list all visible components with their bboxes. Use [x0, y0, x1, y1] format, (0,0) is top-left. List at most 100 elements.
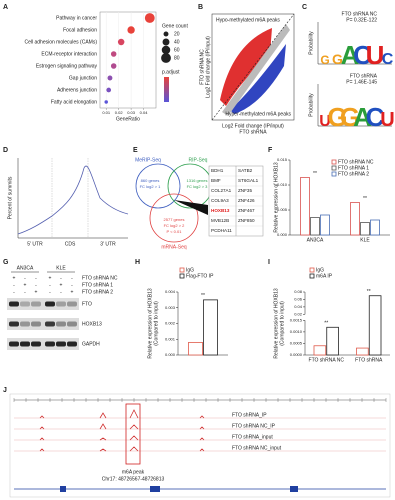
y-axis-label: Probability: [308, 93, 314, 117]
blot-band: [31, 301, 41, 307]
sign: -: [71, 275, 73, 281]
category-label: Estrogen signaling pathway: [36, 63, 98, 69]
diagonal: [211, 13, 295, 121]
legend-swatch: [179, 267, 185, 273]
bar: [360, 222, 370, 236]
logo-letter: A: [353, 102, 372, 132]
gene-name: ZNF426: [238, 198, 255, 203]
logo-letter: C: [366, 102, 385, 132]
summit-curve: [17, 165, 129, 235]
y-tick-label: 0.0010: [290, 329, 303, 334]
track-signal: [39, 446, 205, 452]
panel-letter: E: [133, 147, 138, 154]
y-axis-label: (Compared to input): [279, 301, 285, 346]
x-tick-label: 0.02: [115, 110, 124, 115]
x-tick-label: AN3CA: [307, 237, 324, 243]
x-tick-label: FTO shRNA: [355, 357, 383, 363]
x-axis-label: GeneRatio: [116, 116, 140, 122]
logo-letter: U: [380, 109, 394, 131]
gene-name: COL27A1: [211, 188, 232, 193]
track-signal: [39, 423, 205, 430]
logo-letter: A: [341, 40, 360, 70]
gene-name: COL9A3: [211, 198, 229, 203]
y-axis-label: Log2 Fold change (IP/input): [205, 36, 211, 98]
browser-frame: [9, 393, 391, 498]
blot-band: [9, 301, 19, 307]
y-tick-label: 0.0000: [290, 352, 303, 357]
intersection-wedge: [174, 200, 208, 215]
y-tick-label: 0.015: [277, 157, 288, 162]
logo-letter: U: [319, 113, 331, 130]
legend-swatch: [309, 267, 315, 273]
protein-label: FTO: [82, 301, 92, 307]
gene-name: ZNF467: [238, 208, 255, 213]
legend-dot: [161, 53, 171, 63]
legend-dot: [163, 31, 169, 37]
track-label: FTO shRNA_IP: [232, 412, 267, 418]
bar: [350, 202, 360, 236]
logo-letter: G: [320, 53, 329, 67]
blot-band: [9, 341, 19, 347]
sign: -: [35, 275, 37, 281]
blot-band: [45, 321, 55, 327]
venn-count: FC log2 > 3: [187, 184, 209, 189]
x-tick-label: 0.04: [140, 110, 149, 115]
logo-letter: C: [382, 51, 394, 68]
dot: [110, 63, 117, 69]
y-tick-label: 0.0015: [290, 317, 303, 322]
legend-title: Gene count: [162, 23, 188, 29]
track-label: FTO shRNA NC_IP: [232, 423, 276, 429]
gene-name: MVB12B: [211, 218, 229, 223]
sign: -: [24, 289, 26, 295]
track-label: FTO shRNA NC_input: [232, 445, 282, 451]
x-tick-label: 0.03: [127, 110, 136, 115]
sign: -: [13, 282, 15, 288]
category-label: Adherens junction: [57, 87, 97, 93]
sign: -: [35, 282, 37, 288]
panel-letter: H: [135, 259, 140, 266]
sign: +: [71, 289, 74, 295]
legend-dot: [161, 45, 171, 55]
legend-title: p.adjust: [162, 69, 180, 75]
sign: +: [13, 275, 16, 281]
row-label: FTO shRNA NC: [82, 275, 118, 281]
exon: [60, 486, 66, 492]
dot: [144, 13, 155, 23]
bar: [370, 219, 380, 236]
y-tick-label: 0.08: [294, 289, 303, 294]
red-cloud: [220, 28, 272, 106]
legend-label: 20: [174, 31, 180, 37]
legend-swatch: [331, 165, 337, 171]
significance-label: **: [363, 196, 367, 202]
bar: [320, 214, 330, 236]
legend-label: 60: [174, 47, 180, 53]
significance-label: **: [201, 293, 205, 299]
venn-count: P < 0.01: [167, 229, 183, 234]
category-label: Cell adhesion molecules (CAMs): [24, 39, 97, 45]
dot: [127, 26, 135, 34]
track-signal: [39, 435, 205, 441]
significance-label: **: [324, 321, 328, 327]
track-signal: [39, 409, 205, 419]
legend-label: IgG: [316, 267, 324, 273]
y-axis-label: (Compared to input): [153, 301, 159, 346]
panel-letter: G: [3, 259, 9, 266]
y-tick-label: 0.06: [294, 297, 303, 302]
sign: +: [49, 275, 52, 281]
panel-letter: B: [198, 4, 203, 11]
legend-label: Flag-FTO IP: [186, 273, 214, 279]
gene-name: ZNF35: [238, 188, 252, 193]
bar: [368, 295, 382, 356]
venn-label: RIP-Seq: [189, 157, 208, 163]
cell-line-label: KLE: [56, 265, 66, 271]
category-label: Focal adhesion: [63, 27, 97, 33]
gene-name: BMF: [211, 178, 221, 183]
y-tick-label: 0.003: [165, 305, 176, 310]
y-tick-label: 0.02: [294, 311, 303, 316]
blot-band: [20, 321, 30, 327]
blot-band: [67, 321, 77, 327]
region-label: 5' UTR: [27, 241, 43, 247]
y-tick-label: 0.010: [277, 182, 288, 187]
x-tick-label: KLE: [360, 237, 370, 243]
panel-letter: F: [268, 147, 273, 154]
